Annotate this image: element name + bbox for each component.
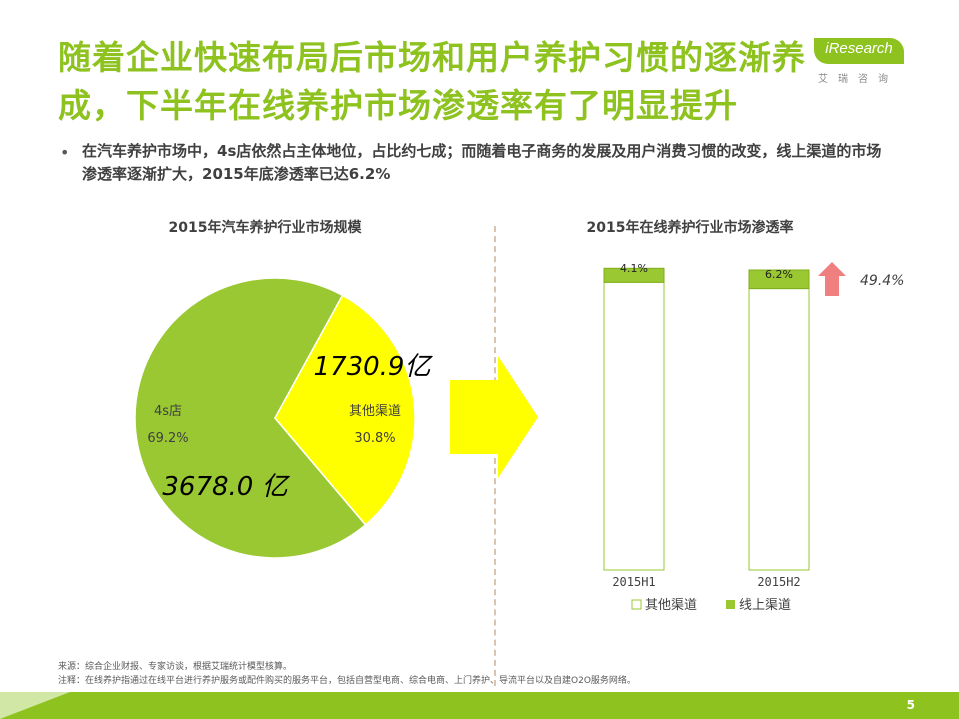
bar-segment-other-channels: [748, 288, 810, 571]
source-notes: 来源：综合企业财报、专家访谈，根据艾瑞统计模型核算。 注释：在线养护指通过在线平…: [58, 660, 636, 688]
page-title: 随着企业快速布局后市场和用户养护习惯的逐渐养成，下半年在线养护市场渗透率有了明显…: [58, 38, 806, 125]
footer-accent: [0, 692, 70, 719]
bullet-marker: •: [60, 143, 70, 162]
logo-badge: [814, 38, 904, 64]
growth-up-arrow-icon: [818, 262, 846, 296]
bar-data-label: 4.1%: [620, 262, 648, 275]
logo-text: iResearch: [825, 40, 893, 57]
bar-category-label: 2015H2: [757, 575, 800, 589]
iresearch-logo: iResearch 艾瑞咨询: [806, 38, 906, 88]
growth-label: 49.4%: [860, 273, 904, 289]
bar-segment-online-channels: [748, 269, 810, 290]
legend-swatch-online-channels: [726, 600, 735, 609]
pie-amount-4s-store: 3678.0 亿: [162, 472, 290, 502]
pie-amount-other-channels: 1730.9亿: [314, 352, 434, 382]
footer-bar: [0, 692, 959, 719]
legend-label-other-channels: 其他渠道: [645, 598, 697, 613]
logo-subtitle: 艾瑞咨询: [818, 74, 898, 85]
source-line: 来源：综合企业财报、专家访谈，根据艾瑞统计模型核算。: [58, 662, 293, 672]
divider-dashed: [494, 226, 496, 686]
pie-percent-other-channels: 30.8%: [354, 431, 395, 446]
pie-percent-4s-store: 69.2%: [147, 431, 188, 446]
bar-data-label: 6.2%: [765, 268, 793, 281]
legend-swatch-other-channels: [631, 599, 642, 610]
summary-bullet: 在汽车养护市场中，4s店依然占主体地位，占比约七成；而随着电子商务的发展及用户消…: [82, 142, 882, 183]
note-line: 注释：在线养护指通过在线平台进行养护服务或配件购买的服务平台，包括自营型电商、综…: [58, 676, 636, 686]
bar-segment-other-channels: [603, 281, 665, 571]
bar-segment-online-channels: [603, 267, 665, 283]
page-number: 5: [906, 698, 915, 712]
pie-slice-other-channels: [274, 294, 416, 526]
pie-label-4s-store: 4s店: [154, 404, 182, 419]
big-arrow-right: [450, 356, 538, 478]
pie-slice-4s-store: [134, 277, 367, 559]
bar-chart-title: 2015年在线养护行业市场渗透率: [586, 220, 794, 236]
pie-label-other-channels: 其他渠道: [349, 404, 401, 419]
legend-label-online-channels: 线上渠道: [739, 598, 791, 613]
bar-category-label: 2015H1: [612, 575, 655, 589]
pie-chart-title: 2015年汽车养护行业市场规模: [168, 220, 362, 236]
